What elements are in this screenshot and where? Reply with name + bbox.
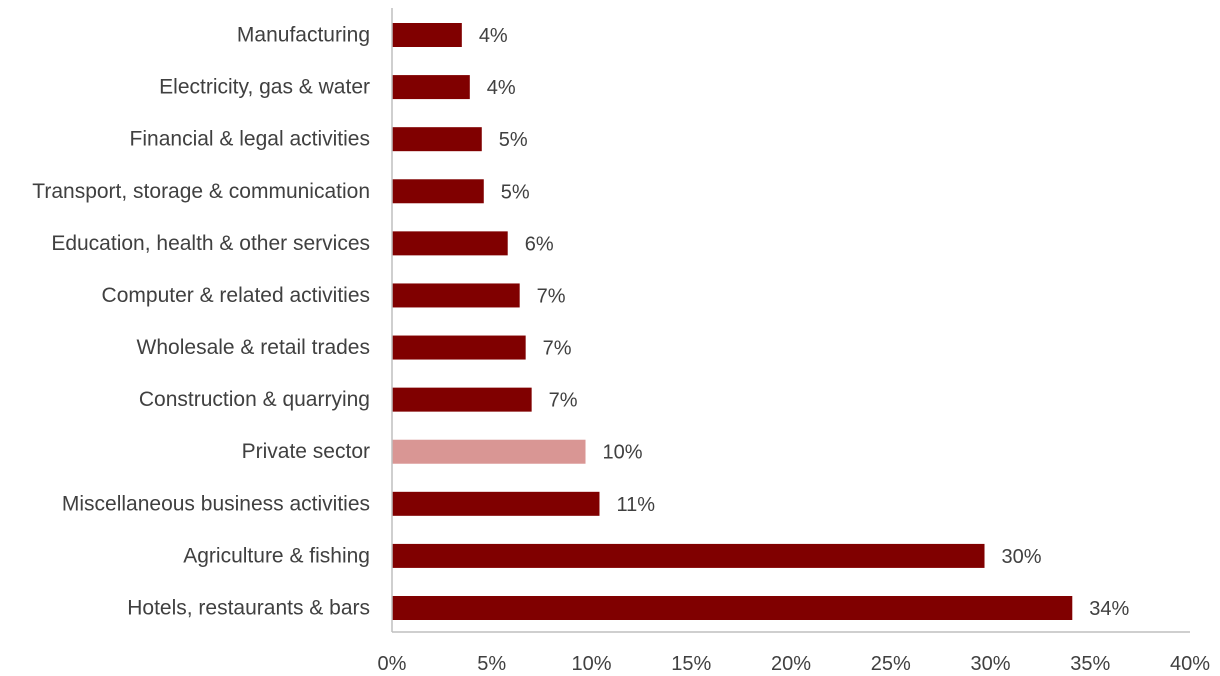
category-label-education-health-other-services: Education, health & other services — [51, 232, 370, 255]
x-tick-label-5: 5% — [477, 653, 506, 675]
data-label-computer-related-activities: 7% — [537, 285, 566, 307]
x-tick-label-10: 10% — [571, 653, 611, 675]
category-label-manufacturing: Manufacturing — [237, 24, 370, 47]
bar-construction-quarrying — [392, 387, 532, 412]
data-label-private-sector: 10% — [603, 442, 643, 464]
data-label-hotels-restaurants-bars: 34% — [1089, 598, 1129, 620]
x-tick-labels-group: 0% 5% 10% 15% 20% 25% 30% 35% 40% — [378, 653, 1211, 675]
data-label-miscellaneous-business-activities: 11% — [616, 494, 655, 516]
x-tick-label-35: 35% — [1070, 653, 1110, 675]
bar-transport-storage-communication — [392, 179, 484, 204]
data-label-financial-legal-activities: 5% — [499, 129, 528, 151]
data-label-manufacturing: 4% — [479, 25, 508, 47]
category-label-construction-quarrying: Construction & quarrying — [139, 388, 370, 411]
category-label-wholesale-retail-trades: Wholesale & retail trades — [137, 336, 370, 359]
x-tick-label-20: 20% — [771, 653, 811, 675]
category-label-computer-related-activities: Computer & related activities — [102, 284, 370, 307]
category-label-financial-legal-activities: Financial & legal activities — [130, 128, 370, 151]
data-label-agriculture-fishing: 30% — [1002, 546, 1042, 568]
bar-electricity-gas-water — [392, 75, 470, 100]
data-label-education-health-other-services: 6% — [525, 233, 554, 255]
x-tick-label-0: 0% — [378, 653, 407, 675]
x-tick-label-25: 25% — [871, 653, 911, 675]
category-label-electricity-gas-water: Electricity, gas & water — [159, 76, 370, 99]
data-label-construction-quarrying: 7% — [549, 390, 578, 412]
bar-manufacturing — [392, 23, 462, 47]
data-label-wholesale-retail-trades: 7% — [543, 338, 572, 360]
category-label-transport-storage-communication: Transport, storage & communication — [32, 180, 370, 203]
x-tick-label-40: 40% — [1170, 653, 1210, 675]
bars-group — [392, 23, 1073, 620]
bar-wholesale-retail-trades — [392, 335, 526, 360]
data-labels-group: 4% 4% 5% 5% 6% 7% 7% 7% 10% 11% 30% 34% — [479, 25, 1130, 620]
category-labels-group: Manufacturing Electricity, gas & water Fin… — [32, 24, 370, 620]
bar-computer-related-activities — [392, 283, 520, 308]
category-label-hotels-restaurants-bars: Hotels, restaurants & bars — [127, 597, 370, 620]
bar-financial-legal-activities — [392, 127, 482, 152]
x-tick-label-30: 30% — [970, 653, 1010, 675]
category-label-agriculture-fishing: Agriculture & fishing — [183, 544, 370, 567]
data-label-electricity-gas-water: 4% — [487, 77, 516, 99]
bar-agriculture-fishing — [392, 543, 985, 568]
x-tick-label-15: 15% — [671, 653, 711, 675]
bar-miscellaneous-business-activities — [392, 491, 600, 516]
bar-education-health-other-services — [392, 231, 508, 256]
bar-private-sector — [392, 439, 586, 464]
category-label-private-sector: Private sector — [242, 440, 370, 463]
category-label-miscellaneous-business-activities: Miscellaneous business activities — [62, 492, 370, 515]
data-label-transport-storage-communication: 5% — [501, 181, 530, 203]
bar-hotels-restaurants-bars — [392, 596, 1073, 620]
